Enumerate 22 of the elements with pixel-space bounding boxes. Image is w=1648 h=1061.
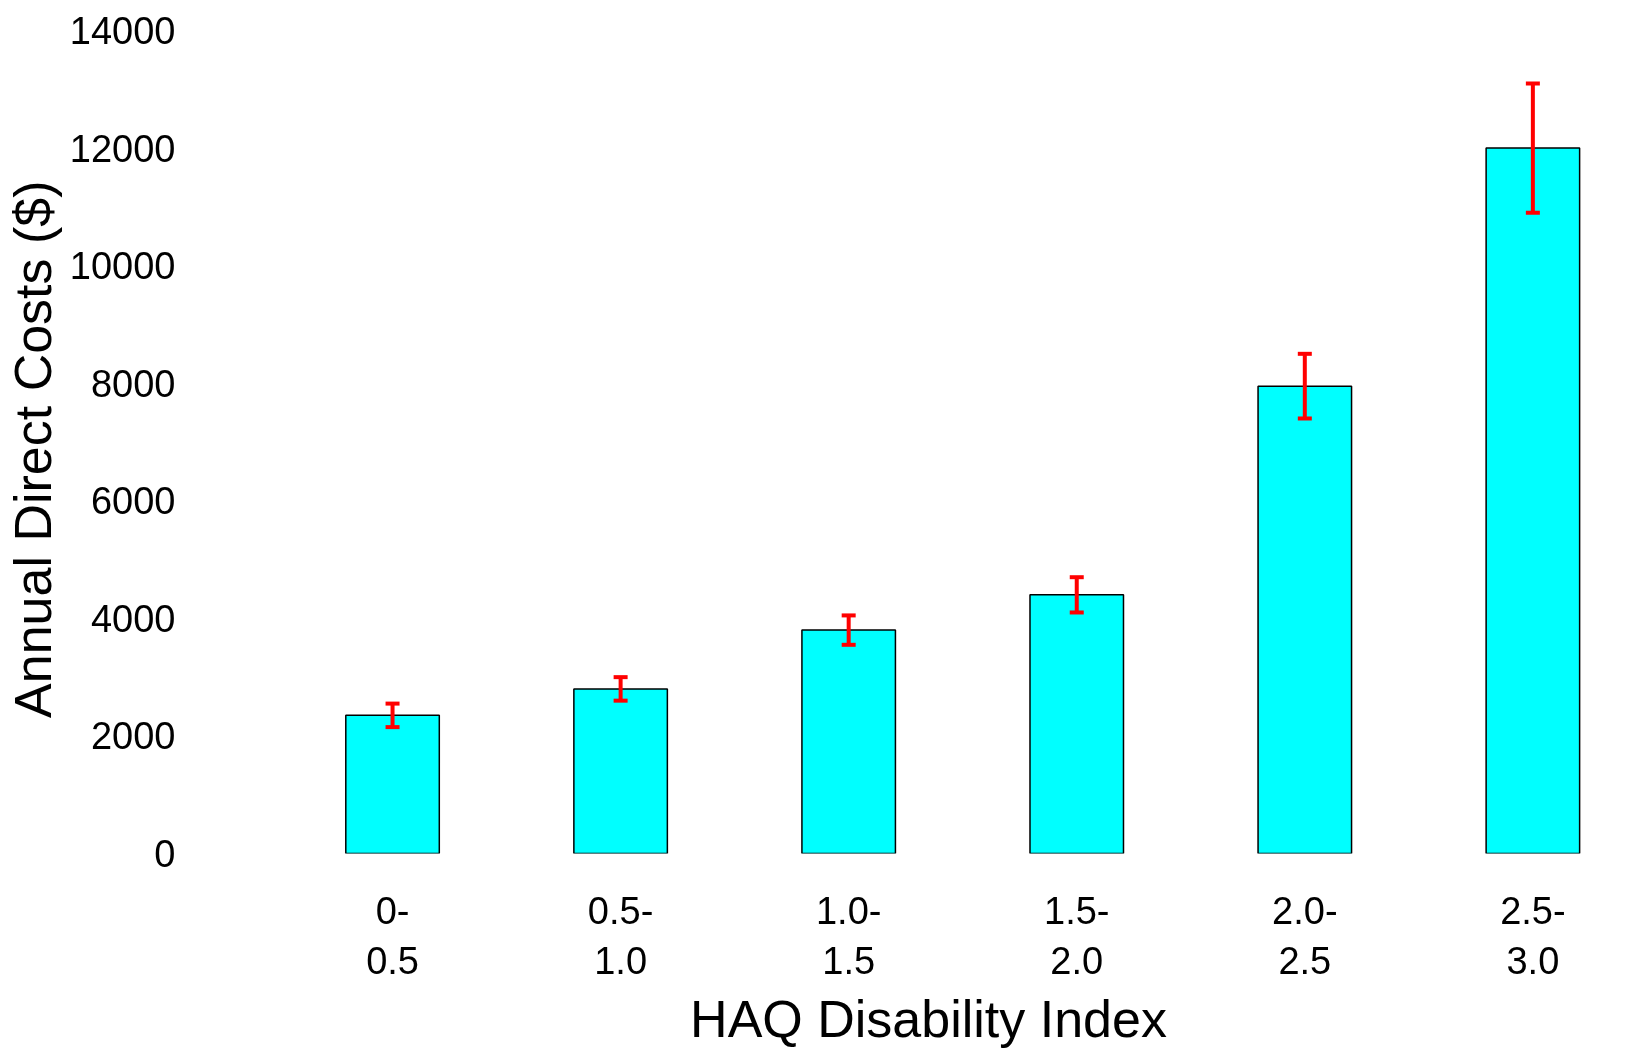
bar <box>1257 385 1353 854</box>
y-tick-label: 6000 <box>90 480 176 523</box>
bar <box>573 688 669 854</box>
y-tick-label: 8000 <box>90 362 176 405</box>
bar <box>801 629 897 854</box>
y-tick-label: 4000 <box>90 597 176 640</box>
x-tick-label: 1.0- 1.5 <box>815 889 882 982</box>
y-axis-title: Annual Direct Costs ($) <box>3 180 62 718</box>
y-tick-label: 12000 <box>69 127 176 170</box>
bar <box>345 714 441 854</box>
y-tick-label: 10000 <box>69 245 176 288</box>
x-axis-title: HAQ Disability Index <box>690 989 1167 1048</box>
y-tick-label: 0 <box>154 833 176 875</box>
x-tick-label: 2.0- 2.5 <box>1272 889 1338 982</box>
x-tick-label: 1.5- 2.0 <box>1044 889 1110 982</box>
x-tick-label: 2.5- 3.0 <box>1500 889 1566 982</box>
y-tick-label: 14000 <box>69 10 176 52</box>
x-tick-label: 0.5- 1.0 <box>587 889 654 982</box>
x-tick-label: 0- 0.5 <box>366 889 419 982</box>
bar <box>1485 147 1581 854</box>
bar <box>1029 594 1125 854</box>
y-tick-label: 2000 <box>90 715 176 758</box>
